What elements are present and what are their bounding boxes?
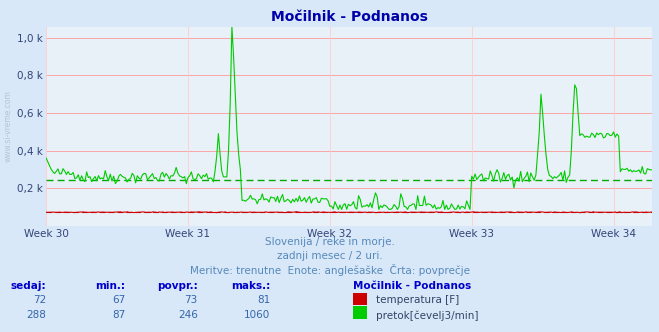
Text: Meritve: trenutne  Enote: anglešaške  Črta: povprečje: Meritve: trenutne Enote: anglešaške Črta… <box>190 264 469 276</box>
Text: temperatura [F]: temperatura [F] <box>376 295 459 305</box>
Text: Slovenija / reke in morje.: Slovenija / reke in morje. <box>264 237 395 247</box>
Text: 288: 288 <box>26 310 46 320</box>
Text: sedaj:: sedaj: <box>11 281 46 290</box>
Text: maks.:: maks.: <box>231 281 270 290</box>
Text: 87: 87 <box>112 310 125 320</box>
Text: zadnji mesec / 2 uri.: zadnji mesec / 2 uri. <box>277 251 382 261</box>
Text: 1060: 1060 <box>244 310 270 320</box>
Text: pretok[čevelj3/min]: pretok[čevelj3/min] <box>376 310 478 321</box>
Text: www.si-vreme.com: www.si-vreme.com <box>3 90 13 162</box>
Text: Močilnik - Podnanos: Močilnik - Podnanos <box>353 281 471 290</box>
Text: 72: 72 <box>33 295 46 305</box>
Text: min.:: min.: <box>95 281 125 290</box>
Text: 67: 67 <box>112 295 125 305</box>
Text: 246: 246 <box>178 310 198 320</box>
Text: povpr.:: povpr.: <box>157 281 198 290</box>
Text: 73: 73 <box>185 295 198 305</box>
Title: Močilnik - Podnanos: Močilnik - Podnanos <box>271 10 428 24</box>
Text: 81: 81 <box>257 295 270 305</box>
